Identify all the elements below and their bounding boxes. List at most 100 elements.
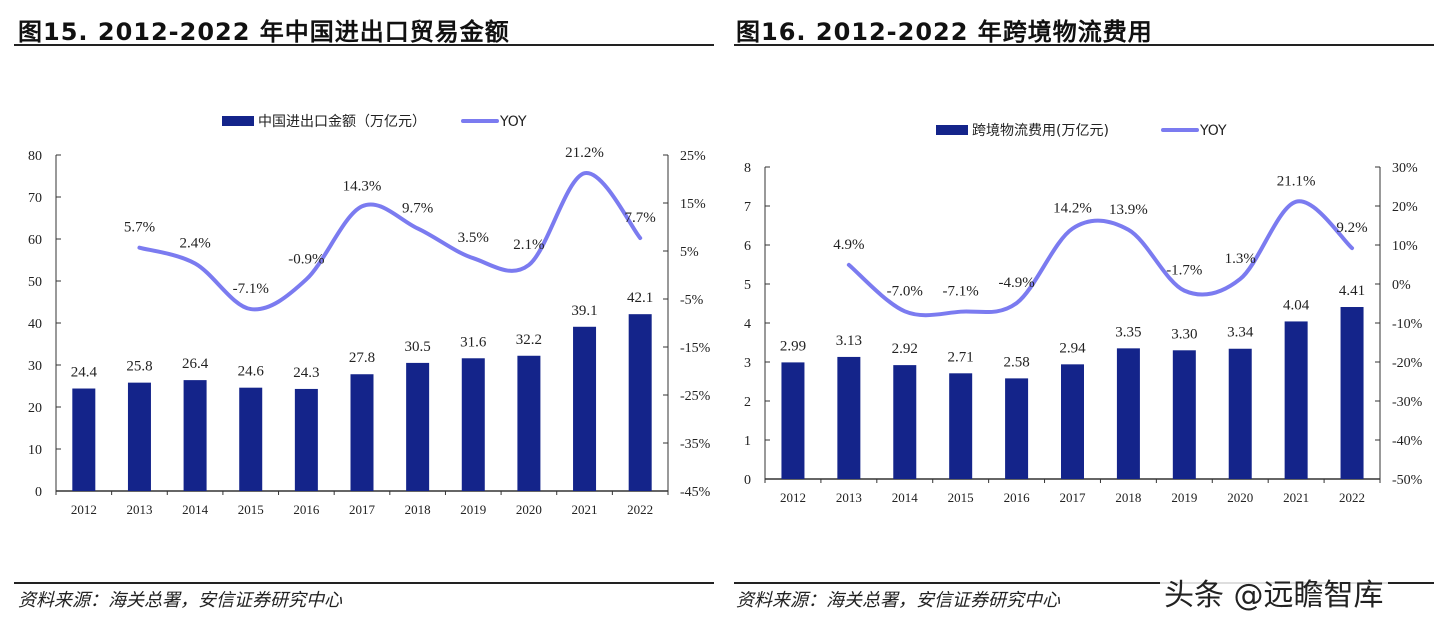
left-tick-label: 6	[744, 239, 751, 254]
bar-data-label: 3.35	[1115, 324, 1141, 340]
bar	[1340, 307, 1364, 479]
bar-data-label: 26.4	[182, 356, 209, 372]
footer-rule-right	[734, 582, 1434, 584]
bar	[239, 387, 263, 491]
bar-data-label: 24.3	[293, 365, 319, 381]
title-rule-left	[14, 44, 714, 46]
x-tick-label: 2021	[572, 502, 598, 517]
yoy-data-label: -0.9%	[288, 251, 324, 267]
yoy-data-label: 21.2%	[565, 145, 604, 161]
yoy-line	[137, 171, 643, 312]
legend: 中国进出口金额（万亿元） YOY	[222, 114, 527, 130]
yoy-data-label: 4.9%	[833, 237, 864, 253]
bar-data-label: 27.8	[349, 350, 375, 366]
yoy-data-label: 5.7%	[124, 220, 155, 236]
right-tick-label: -5%	[680, 293, 704, 308]
right-tick-label: -25%	[680, 389, 711, 404]
x-tick-label: 2013	[126, 502, 152, 517]
left-tick-label: 1	[744, 434, 751, 449]
left-tick-label: 80	[28, 149, 42, 164]
x-tick-label: 2021	[1283, 490, 1309, 505]
bar-data-label: 39.1	[571, 303, 597, 319]
right-tick-label: 20%	[1392, 200, 1418, 215]
x-tick-label: 2018	[1115, 490, 1141, 505]
bar	[893, 365, 917, 479]
bar	[183, 380, 207, 491]
right-tick-label: -40%	[1392, 434, 1423, 449]
left-tick-label: 70	[28, 191, 42, 206]
chart-1: 0 10 20 30 40 50 60 70 80 -45% -35% -25% -15% -5% 5% 15…	[28, 114, 711, 517]
left-tick-label: 50	[28, 275, 42, 290]
yoy-data-label: 14.3%	[343, 178, 382, 194]
legend-bar-swatch	[936, 125, 968, 135]
bar	[406, 362, 430, 491]
yoy-data-label: -7.0%	[887, 283, 923, 299]
x-tick-label: 2019	[460, 502, 486, 517]
left-tick-label: 7	[744, 200, 751, 215]
yoy-data-label: -7.1%	[233, 281, 269, 297]
legend-bar-swatch	[222, 116, 254, 126]
title-rule-right	[734, 44, 1434, 46]
footer-rule-left	[14, 582, 714, 584]
x-tick-label: 2016	[1004, 490, 1031, 505]
left-tick-label: 2	[744, 395, 751, 410]
x-tick-label: 2017	[1060, 490, 1087, 505]
right-tick-label: 10%	[1392, 239, 1418, 254]
right-tick-label: -35%	[680, 437, 711, 452]
right-tick-label: 0%	[1392, 278, 1411, 293]
right-tick-label: -45%	[680, 485, 711, 500]
right-tick-label: 25%	[680, 149, 706, 164]
bar	[72, 388, 96, 491]
right-tick-label: -30%	[1392, 395, 1423, 410]
x-tick-label: 2013	[836, 490, 862, 505]
yoy-line	[846, 199, 1355, 318]
bar	[1116, 348, 1140, 479]
chart-2: 0 1 2 3 4 5 6 7 8 -50% -40% -30% -20% -10% 0% 10% 20% 30%…	[744, 123, 1423, 505]
left-tick-label: 10	[28, 443, 42, 458]
yoy-data-label: -7.1%	[943, 284, 979, 300]
x-tick-label: 2020	[1227, 490, 1253, 505]
yoy-data-label: 9.2%	[1336, 220, 1367, 236]
left-tick-label: 30	[28, 359, 42, 374]
x-tick-label: 2014	[182, 502, 209, 517]
bar-data-label: 4.41	[1339, 283, 1365, 299]
right-tick-label: 15%	[680, 197, 706, 212]
bar-data-label: 3.34	[1227, 325, 1254, 341]
bar-data-label: 30.5	[405, 339, 431, 355]
right-tick-label: -15%	[680, 341, 711, 356]
legend-line-label: YOY	[1199, 123, 1227, 139]
bar	[949, 373, 973, 479]
bar	[350, 374, 374, 491]
bar-data-label: 42.1	[627, 290, 653, 306]
bar	[1061, 364, 1084, 479]
bar-data-label: 2.94	[1059, 340, 1086, 356]
legend-bar-label: 跨境物流费用(万亿元)	[972, 123, 1109, 139]
right-tick-label: -20%	[1392, 356, 1423, 371]
yoy-data-label: 1.3%	[1225, 251, 1256, 267]
x-tick-label: 2015	[238, 502, 264, 517]
bar-data-label: 2.58	[1003, 354, 1029, 370]
yoy-data-label: -1.7%	[1166, 263, 1202, 279]
bar-data-label: 25.8	[126, 359, 152, 375]
yoy-data-label: 21.1%	[1277, 174, 1316, 190]
bar-data-label: 31.6	[460, 334, 487, 350]
legend-bar-label: 中国进出口金额（万亿元）	[258, 114, 426, 130]
bar	[837, 356, 861, 479]
yoy-data-label: 9.7%	[402, 200, 433, 216]
x-tick-label: 2020	[516, 502, 542, 517]
yoy-data-label: 13.9%	[1109, 202, 1148, 218]
figure-16-title: 图16. 2012-2022 年跨境物流费用	[736, 18, 1153, 46]
bar	[1228, 348, 1252, 479]
x-tick-label: 2015	[948, 490, 974, 505]
yoy-data-label: 14.2%	[1053, 201, 1092, 217]
yoy-data-label: 2.1%	[513, 237, 544, 253]
x-tick-label: 2019	[1171, 490, 1197, 505]
bar	[628, 314, 652, 491]
left-tick-label: 3	[744, 356, 751, 371]
left-tick-label: 8	[744, 161, 751, 176]
bar	[573, 326, 597, 491]
bar-data-label: 2.99	[780, 338, 806, 354]
yoy-data-label: -4.9%	[998, 275, 1034, 291]
x-tick-label: 2014	[892, 490, 919, 505]
x-tick-label: 2017	[349, 502, 376, 517]
